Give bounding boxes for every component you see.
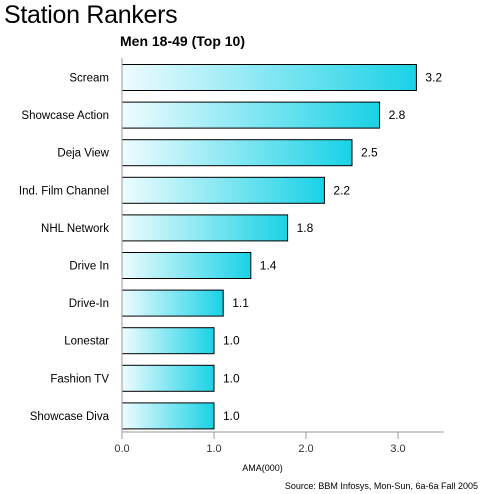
category-label: Lonestar [64,336,109,348]
bar-2 [121,101,381,129]
value-label: 1.1 [232,296,249,310]
x-tick-label: 1.0 [206,443,221,455]
category-label: Drive-In [69,298,109,310]
value-label: 1.8 [297,221,314,235]
chart-title: Station Rankers [4,1,178,29]
value-label: 2.5 [361,146,378,160]
value-label: 1.0 [223,409,240,423]
category-label: Showcase Action [21,110,109,122]
source-note: Source: BBM Infosys, Mon-Sun, 6a-6a Fall… [284,481,478,491]
bar-6 [121,252,252,279]
bar-7 [121,289,224,317]
x-tick-label: 3.0 [390,443,405,455]
bar-10 [121,402,215,430]
bar-8 [121,327,215,355]
value-label: 2.2 [333,183,350,197]
value-label: 3.2 [425,71,442,85]
value-label: 1.4 [260,259,277,273]
value-label: 2.8 [389,108,406,122]
category-label: Fashion TV [50,373,109,385]
category-label: NHL Network [41,223,109,235]
category-label: Showcase Diva [30,411,110,423]
x-axis-label: AMA(000) [242,463,283,473]
bar-1 [121,64,417,91]
value-label: 1.0 [223,371,240,385]
category-label: Drive In [69,261,109,273]
value-label: 1.0 [223,334,240,348]
bar-9 [121,364,215,392]
x-tick-label: 2.0 [298,443,313,455]
category-label: Deja View [57,148,109,160]
bar-3 [121,139,353,167]
bar-5 [121,214,289,242]
category-label: Scream [69,73,109,85]
x-tick-label: 0.0 [114,443,129,455]
category-label: Ind. Film Channel [19,185,109,197]
bar-4 [121,176,325,204]
chart-subtitle: Men 18-49 (Top 10) [120,33,245,49]
